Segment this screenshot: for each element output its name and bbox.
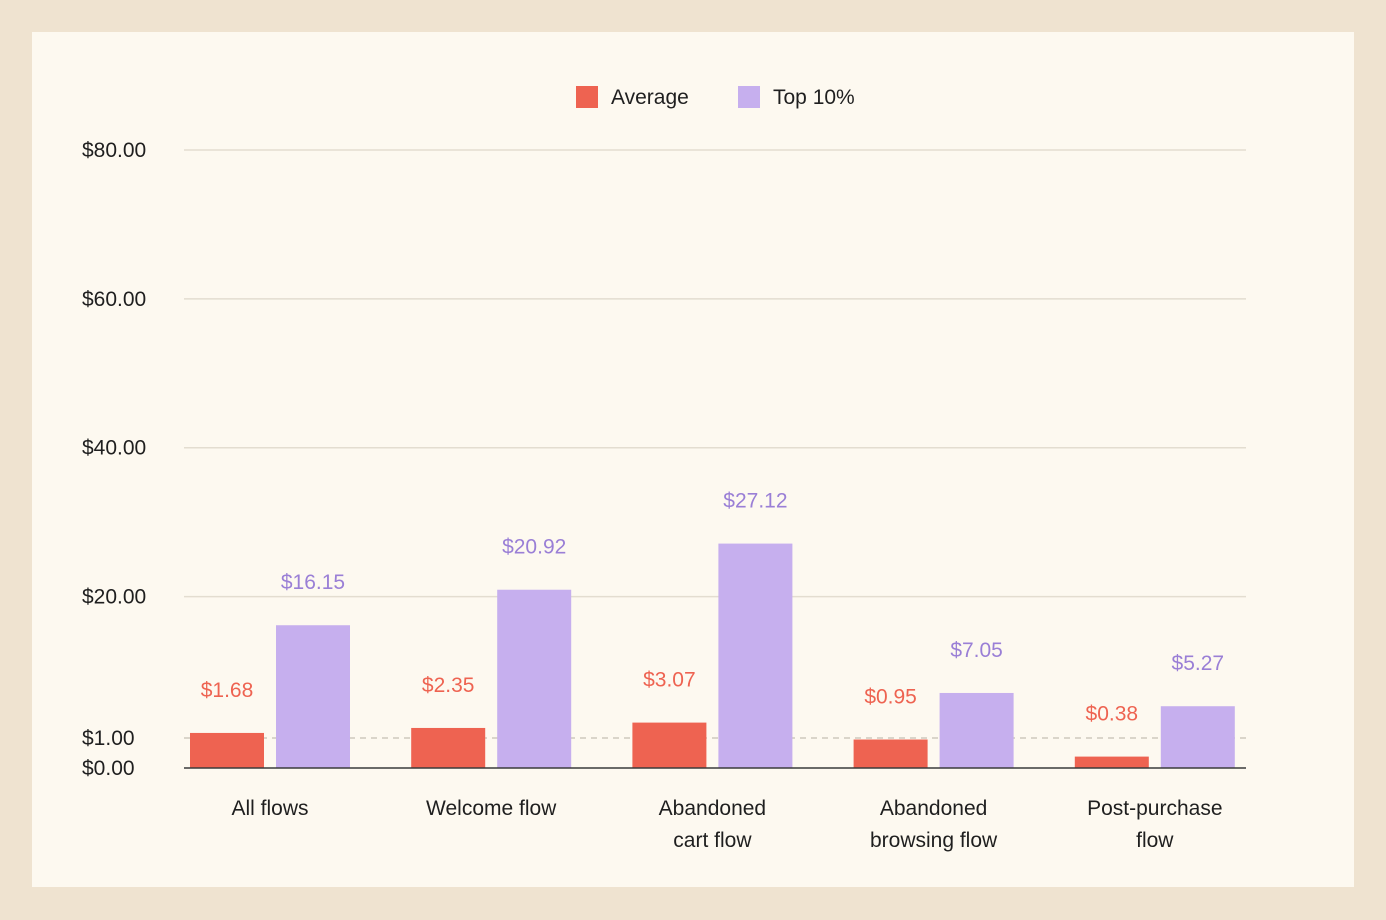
data-label: $0.38 <box>1086 703 1139 726</box>
bar-average <box>411 727 486 768</box>
chart-card: $0.00 $1.00 $20.00 $40.00 $60.00 $80.00 Averag… <box>32 32 1354 887</box>
bar-top10 <box>497 589 572 768</box>
bar-average <box>1074 756 1149 768</box>
y-tick-label: $20.00 <box>82 586 146 609</box>
bar-average <box>632 722 707 768</box>
legend-swatch <box>576 86 598 108</box>
bar-top10 <box>718 543 793 768</box>
data-label: $16.15 <box>281 571 345 594</box>
y-tick-label: $60.00 <box>82 288 146 311</box>
x-category-label: cart flow <box>673 829 752 852</box>
bar-average <box>853 739 928 768</box>
data-label: $0.95 <box>864 686 917 709</box>
bar-average <box>190 732 264 768</box>
x-category-label: flow <box>1136 829 1174 852</box>
data-label: $20.92 <box>502 536 566 559</box>
x-category-label: Welcome flow <box>426 797 557 820</box>
bar-chart: $0.00 $1.00 $20.00 $40.00 $60.00 $80.00 Averag… <box>82 86 1246 852</box>
x-category-label: All flows <box>231 797 308 820</box>
data-label: $7.05 <box>950 639 1003 662</box>
legend-swatch <box>738 86 760 108</box>
data-label: $2.35 <box>422 674 475 697</box>
data-label: $3.07 <box>643 669 696 692</box>
y-tick-label: $1.00 <box>82 727 135 750</box>
data-label: $5.27 <box>1172 652 1225 675</box>
bar-top10 <box>939 692 1014 768</box>
data-label: $27.12 <box>723 490 787 513</box>
bar-top10 <box>1160 706 1235 768</box>
legend-label: Top 10% <box>773 86 855 109</box>
y-tick-label: $80.00 <box>82 139 146 162</box>
x-category-label: Abandoned <box>880 797 987 820</box>
legend-label: Average <box>611 86 689 109</box>
y-tick-label: $40.00 <box>82 437 146 460</box>
data-label: $1.68 <box>201 679 254 702</box>
x-category-label: Abandoned <box>659 797 766 820</box>
x-category-label: Post-purchase <box>1087 797 1222 820</box>
x-category-label: browsing flow <box>870 829 998 852</box>
y-tick-label: $0.00 <box>82 757 135 780</box>
bar-top10 <box>276 625 350 768</box>
